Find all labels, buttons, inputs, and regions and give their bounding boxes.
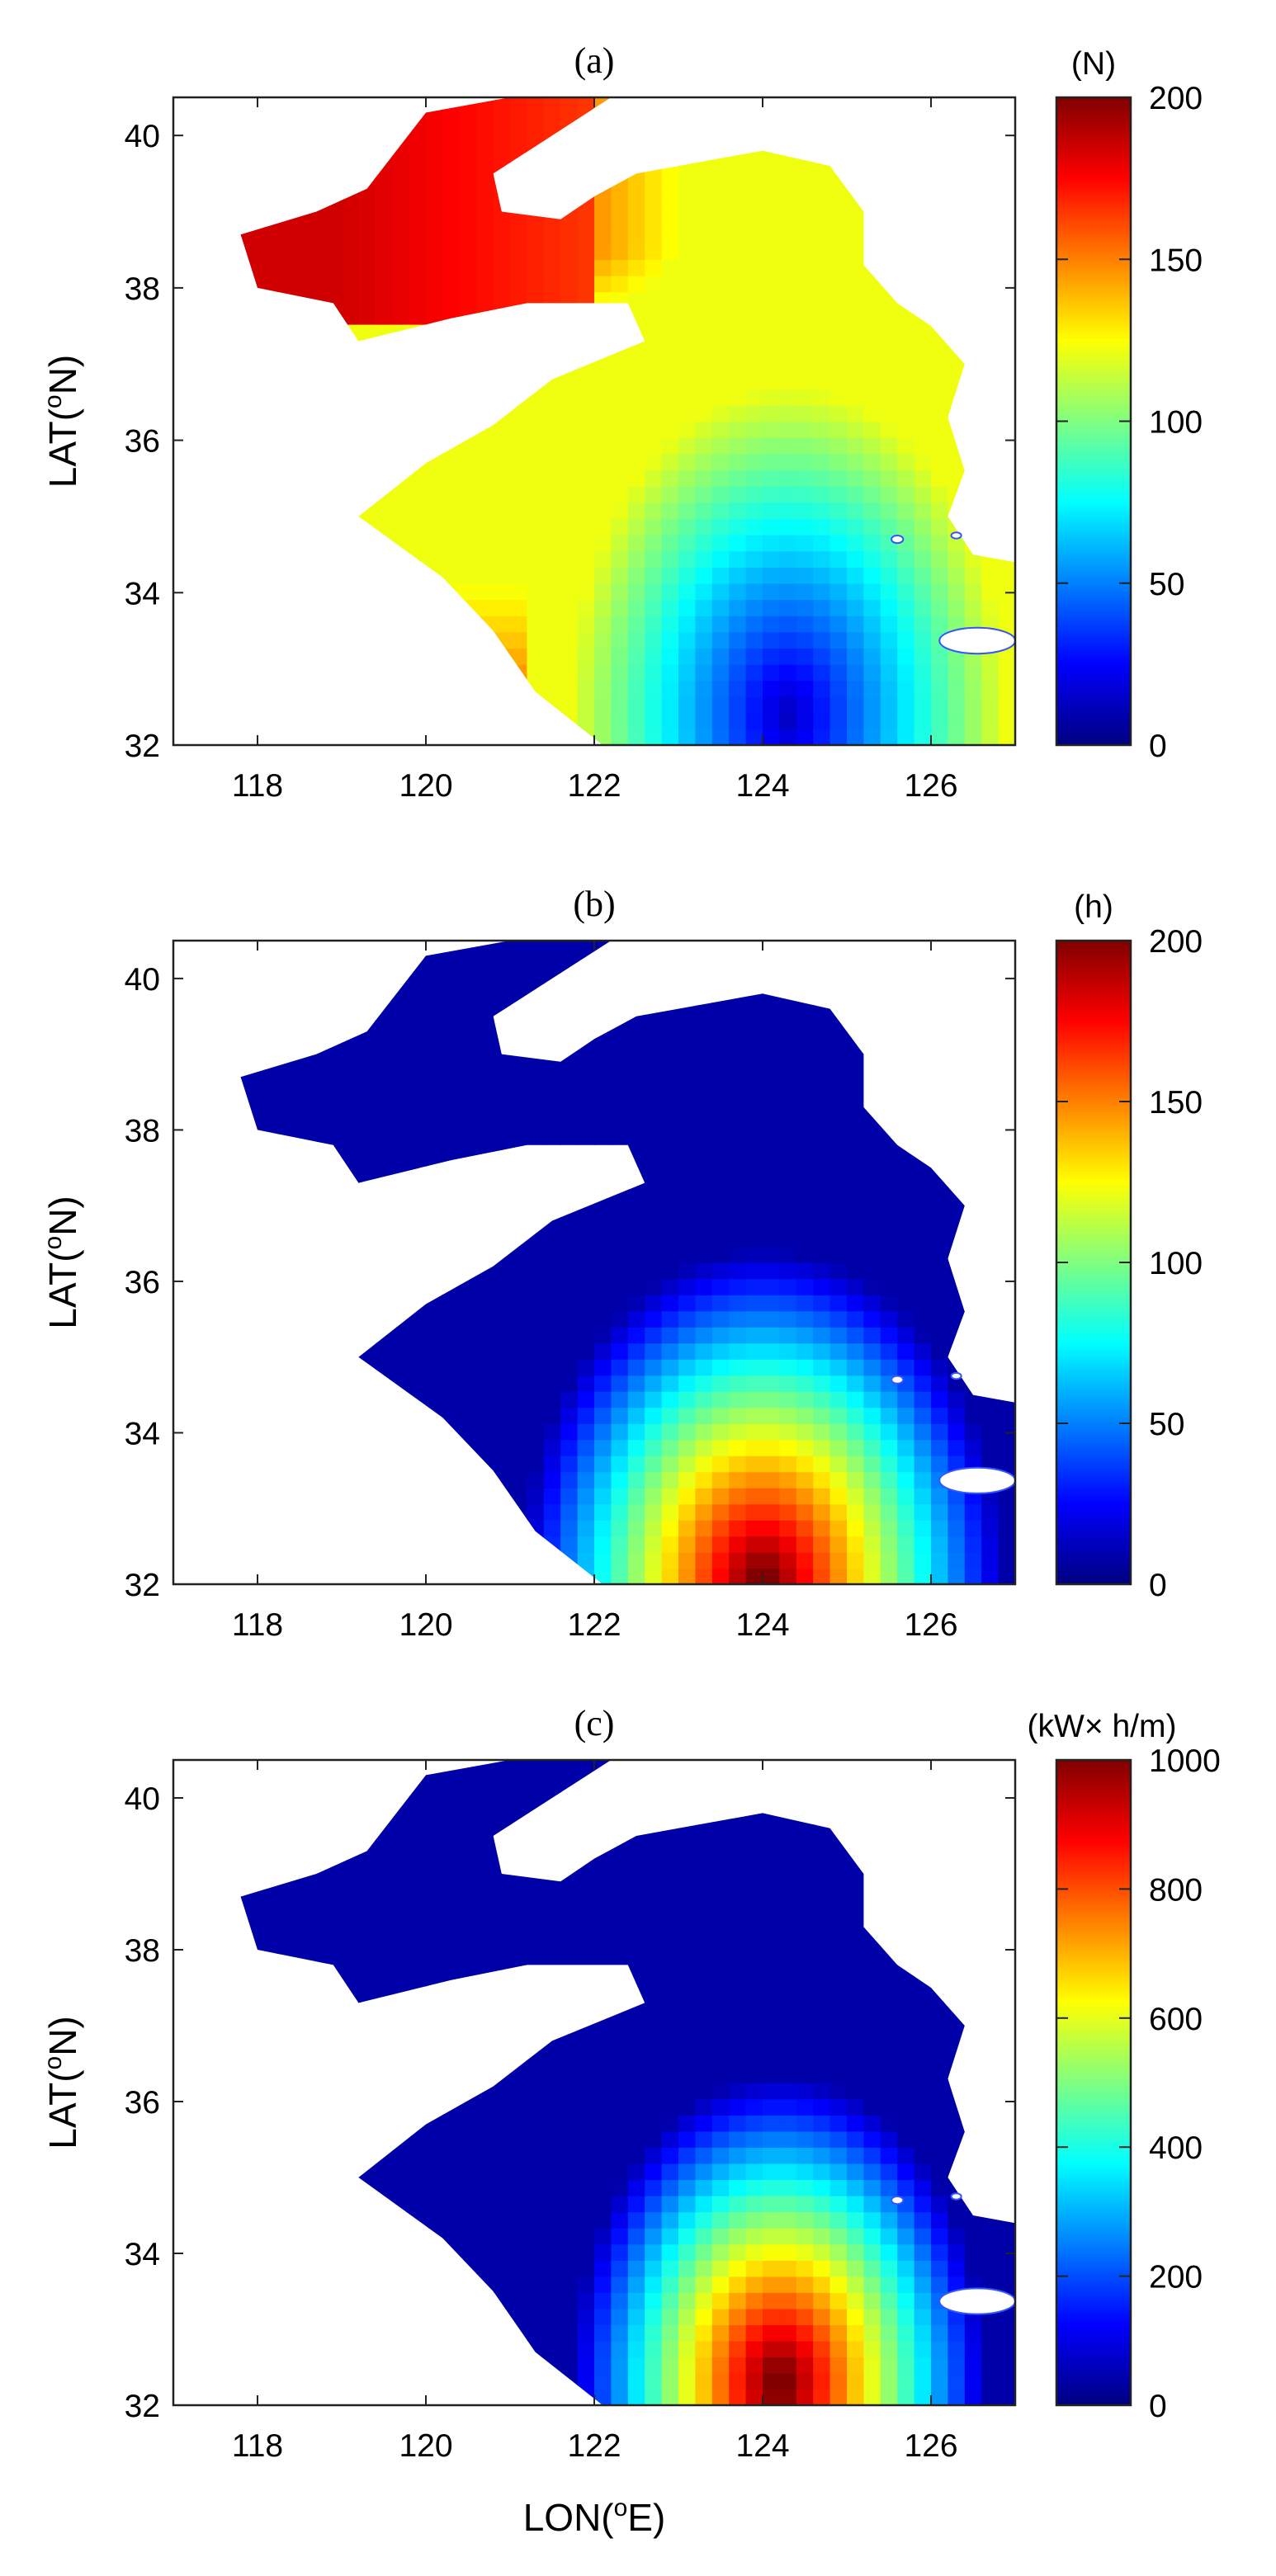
heat-field — [240, 97, 1016, 745]
island-2 — [950, 531, 962, 540]
y-tick-label: 36 — [125, 2085, 160, 2121]
x-tick-label: 126 — [904, 768, 957, 804]
colorbar-tick-label: 400 — [1149, 2130, 1203, 2166]
x-tick-label: 118 — [232, 1607, 283, 1643]
colorbar-tick-label: 0 — [1149, 1568, 1167, 1603]
colorbar-tick-label: 1000 — [1149, 1743, 1221, 1779]
island-1 — [891, 2196, 905, 2206]
colorbar-tick-label: 800 — [1149, 1872, 1203, 1908]
y-axis-label: LAT(oN) — [40, 1196, 84, 1329]
y-tick-label: 40 — [125, 962, 160, 998]
y-tick-label: 32 — [125, 1568, 160, 1603]
colorbar-tick-label: 200 — [1149, 924, 1203, 960]
x-tick-label: 118 — [232, 2428, 283, 2464]
y-axis-label: LAT(oN) — [40, 355, 84, 488]
colorbar-tick-label: 100 — [1149, 405, 1203, 441]
x-tick-label: 124 — [735, 1607, 789, 1643]
colorbar-tick-label: 0 — [1149, 2389, 1167, 2424]
colorbar-tick-label: 200 — [1149, 2260, 1203, 2295]
y-tick-label: 34 — [125, 576, 160, 611]
colorbar-tick-label: 0 — [1149, 729, 1167, 764]
y-tick-label: 38 — [125, 1113, 160, 1149]
x-axis-label: LON(oE) — [523, 2494, 666, 2539]
heat-field — [240, 941, 1016, 1584]
island-1 — [891, 535, 905, 545]
colorbar: 0 50 100 150 200 (h) — [1055, 889, 1203, 1603]
x-tick-label: 118 — [232, 768, 283, 804]
island-0 — [938, 1466, 1016, 1494]
y-tick-label: 32 — [125, 729, 160, 764]
colorbar-tick-label: 50 — [1149, 1407, 1184, 1442]
y-tick-label: 36 — [125, 424, 160, 460]
colorbar-scale — [1055, 939, 1132, 1586]
colorbar: 0 200 400 600 800 1000(kW× h/m) — [1028, 1709, 1221, 2424]
colorbar-tick-label: 200 — [1149, 81, 1203, 116]
x-tick-label: 120 — [399, 2428, 452, 2464]
y-tick-label: 32 — [125, 2389, 160, 2424]
panel-c: 118 120 122 124 126 32 34 36 38 40 (c) LAT(oN) LON(o… — [40, 1703, 1221, 2539]
y-tick-label: 38 — [125, 1933, 160, 1969]
x-tick-label: 124 — [735, 2428, 789, 2464]
x-tick-label: 122 — [567, 2428, 621, 2464]
colorbar-tick-label: 100 — [1149, 1246, 1203, 1281]
x-tick-label: 120 — [399, 1607, 452, 1643]
colorbar-tick-label: 150 — [1149, 243, 1203, 278]
x-tick-label: 122 — [567, 1607, 621, 1643]
colorbar-tick-label: 150 — [1149, 1085, 1203, 1121]
island-0 — [938, 2287, 1016, 2315]
y-axis-label: LAT(oN) — [40, 2016, 84, 2149]
colorbar-unit-label: (N) — [1071, 46, 1116, 82]
colorbar-tick-label: 50 — [1149, 567, 1184, 602]
y-tick-label: 40 — [125, 119, 160, 154]
panel-a: 118 120 122 124 126 32 34 36 38 40 (a) LAT(oN) 0 50 10… — [40, 40, 1203, 804]
x-tick-label: 120 — [399, 768, 452, 804]
island-1 — [891, 1375, 905, 1385]
x-tick-label: 122 — [567, 768, 621, 804]
x-tick-label: 126 — [904, 2428, 957, 2464]
y-tick-label: 34 — [125, 1416, 160, 1451]
island-0 — [938, 626, 1016, 655]
heat-field — [240, 1760, 1016, 2405]
y-tick-label: 38 — [125, 271, 160, 307]
panel-title: (a) — [574, 40, 615, 81]
panel-title: (c) — [574, 1703, 615, 1743]
panel-b: 118 120 122 124 126 32 34 36 38 40 (b) LAT(oN) 0 50 10… — [40, 884, 1203, 1643]
x-tick-label: 124 — [735, 768, 789, 804]
y-tick-label: 34 — [125, 2237, 160, 2272]
colorbar-unit-label: (kW× h/m) — [1028, 1709, 1177, 1744]
y-tick-label: 40 — [125, 1781, 160, 1817]
panel-title: (b) — [573, 884, 615, 924]
colorbar-scale — [1055, 96, 1132, 747]
colorbar-scale — [1055, 1758, 1132, 2407]
colorbar: 0 50 100 150 200 (N) — [1055, 46, 1203, 764]
island-2 — [950, 2192, 962, 2201]
colorbar-unit-label: (h) — [1074, 889, 1113, 925]
island-2 — [950, 1371, 962, 1380]
y-tick-label: 36 — [125, 1265, 160, 1300]
colorbar-tick-label: 600 — [1149, 2002, 1203, 2037]
x-tick-label: 126 — [904, 1607, 957, 1643]
